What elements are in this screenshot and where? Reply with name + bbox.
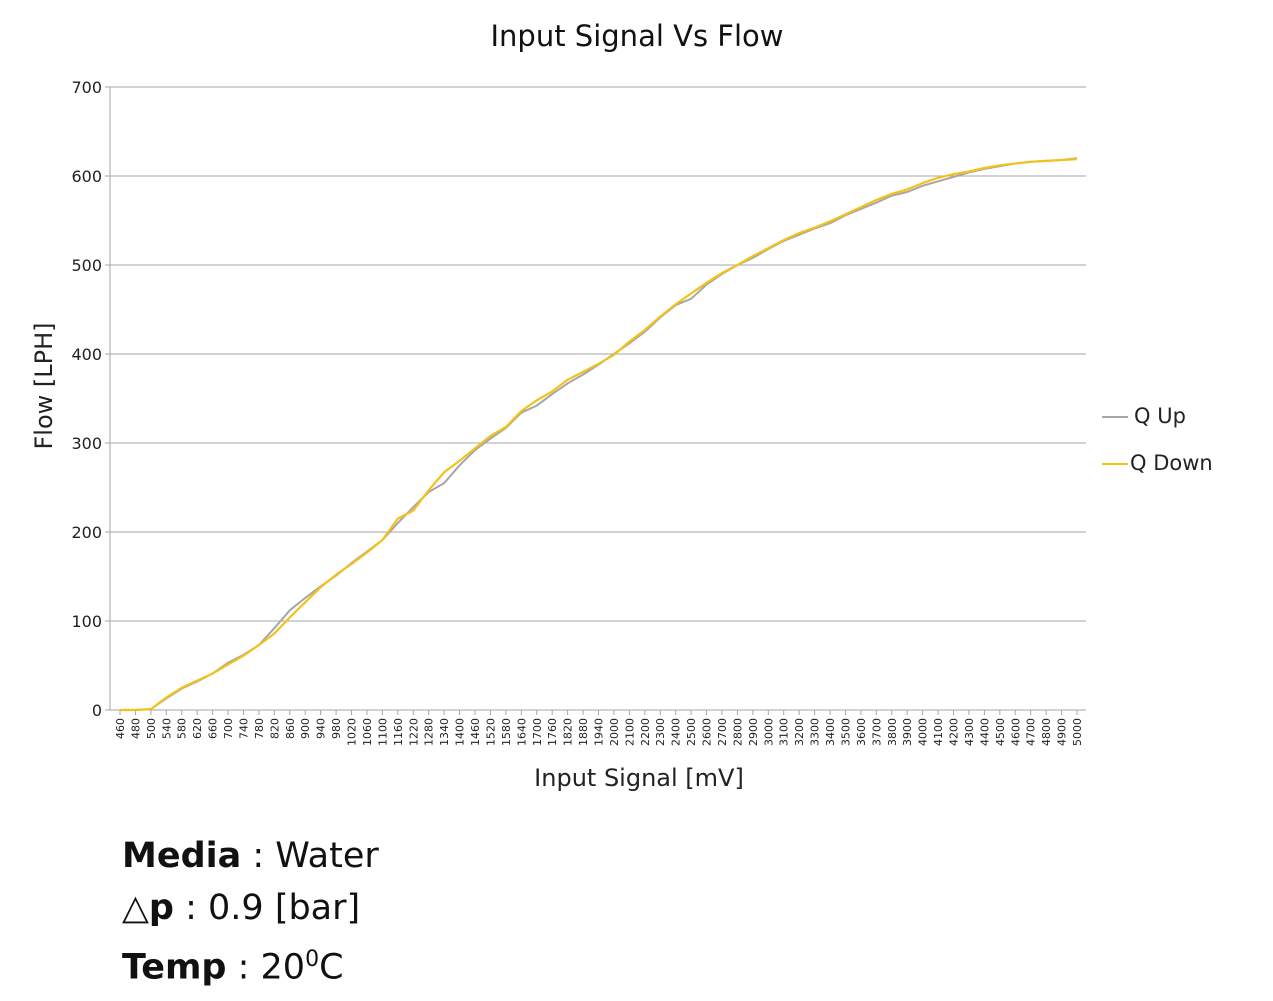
x-tick-label: 1640: [515, 718, 528, 746]
test-conditions: Media : Water △p : 0.9 [bar] Temp : 200C: [122, 830, 379, 994]
x-tick-label: 4500: [994, 718, 1007, 746]
x-tick-label: 4800: [1040, 718, 1053, 746]
x-tick-label: 3700: [870, 718, 883, 746]
x-tick-label: 4700: [1025, 718, 1038, 746]
y-tick-label: 200: [71, 523, 102, 542]
legend: Q Up Q Down: [1102, 404, 1213, 475]
x-tick-label: 940: [315, 718, 328, 739]
series-lines: [120, 157, 1078, 712]
y-tick-label: 700: [71, 78, 102, 97]
x-tick-label: 780: [253, 718, 266, 739]
x-tick-label: 500: [145, 718, 158, 739]
x-tick-label: 2200: [639, 718, 652, 746]
y-tick-labels: 0 100 200 300 400 500 600 700: [71, 78, 102, 720]
y-tick-label: 0: [92, 701, 102, 720]
media-row: Media : Water: [122, 830, 379, 882]
x-tick-label: 2800: [731, 718, 744, 746]
x-tick-label: 1020: [346, 718, 359, 746]
x-tick-label: 3300: [809, 718, 822, 746]
chart-title: Input Signal Vs Flow: [491, 19, 784, 53]
x-tick-label: 700: [222, 718, 235, 739]
x-tick-label: 4100: [932, 718, 945, 746]
x-tick-label: 4000: [917, 718, 930, 746]
y-axis-label: Flow [LPH]: [30, 322, 58, 449]
x-tick-label: 3800: [886, 718, 899, 746]
x-tick-label: 3400: [824, 718, 837, 746]
x-tick-label: 3100: [778, 718, 791, 746]
x-axis-label: Input Signal [mV]: [534, 764, 744, 792]
x-tick-label: 4600: [1009, 718, 1022, 746]
x-tick-label: 3600: [855, 718, 868, 746]
x-tick-label: 2600: [701, 718, 714, 746]
x-tick-label: 4900: [1056, 718, 1069, 746]
x-tick-label: 2000: [608, 718, 621, 746]
temp-superscript: 0: [305, 947, 320, 972]
x-tick-label: 1520: [484, 718, 497, 746]
x-tick-label: 4400: [978, 718, 991, 746]
x-tick-label: 1100: [376, 718, 389, 746]
grid-lines: [105, 86, 1086, 711]
x-tick-label: 740: [237, 718, 250, 739]
x-tick-label: 460: [114, 718, 127, 739]
x-tick-label: 540: [160, 718, 173, 739]
x-tick-label: 820: [268, 718, 281, 739]
temp-value: : 20: [226, 947, 306, 988]
chart: Input Signal Vs Flow 0 100 200 300 400 500 600…: [30, 19, 1213, 792]
temp-row: Temp : 200C: [122, 934, 379, 994]
x-tick-label: 1580: [500, 718, 513, 746]
x-tick-label: 480: [129, 718, 142, 739]
x-tick-label: 4300: [963, 718, 976, 746]
legend-label: Q Up: [1134, 404, 1186, 428]
series-line-q-up: [120, 157, 1078, 711]
y-tick-label: 500: [71, 256, 102, 275]
x-tick-label: 1760: [546, 718, 559, 746]
x-tick-label: 4200: [948, 718, 961, 746]
pressure-value: : 0.9 [bar]: [173, 888, 361, 928]
x-tick-label: 1940: [593, 718, 606, 746]
y-tick-label: 400: [71, 345, 102, 364]
x-tick-label: 5000: [1071, 718, 1084, 746]
temp-unit: C: [319, 947, 344, 988]
temp-key: Temp: [122, 947, 227, 988]
x-tick-label: 1060: [361, 718, 374, 746]
x-tick-label: 1340: [438, 718, 451, 746]
x-tick-label: 2300: [654, 718, 667, 746]
media-key: Media: [122, 836, 242, 876]
x-tick-label: 3500: [839, 718, 852, 746]
x-tick-label: 1160: [392, 718, 405, 746]
pressure-row: △p : 0.9 [bar]: [122, 882, 379, 934]
x-tick-label: 1400: [454, 718, 467, 746]
x-tick-label: 620: [191, 718, 204, 739]
x-tick-label: 860: [284, 718, 297, 739]
x-tick-label: 3200: [793, 718, 806, 746]
x-tick-label: 580: [176, 718, 189, 739]
x-tick-label: 1280: [423, 718, 436, 746]
x-tick-label: 1880: [577, 718, 590, 746]
series-line-q-down: [120, 158, 1078, 712]
x-tick-label: 660: [207, 718, 220, 739]
x-tick-label: 1460: [469, 718, 482, 746]
x-tick-label: 3900: [901, 718, 914, 746]
x-tick-label: 980: [330, 718, 343, 739]
x-tick-label: 1700: [531, 718, 544, 746]
x-tick-label: 1220: [407, 718, 420, 746]
pressure-key: △p: [122, 888, 174, 928]
x-tick-label: 2400: [670, 718, 683, 746]
y-tick-label: 100: [71, 612, 102, 631]
x-tick-label: 2700: [716, 718, 729, 746]
y-tick-label: 300: [71, 434, 102, 453]
x-tick-label: 1820: [562, 718, 575, 746]
x-tick-labels: 460 480 500 540 580 620 660 700 740 780 820 860 900 9…: [114, 710, 1084, 746]
x-tick-label: 2100: [623, 718, 636, 746]
x-tick-label: 2500: [685, 718, 698, 746]
media-value: : Water: [241, 836, 379, 876]
legend-label: Q Down: [1130, 451, 1213, 475]
x-tick-label: 900: [299, 718, 312, 739]
y-tick-label: 600: [71, 167, 102, 186]
x-tick-label: 2900: [747, 718, 760, 746]
x-tick-label: 3000: [762, 718, 775, 746]
